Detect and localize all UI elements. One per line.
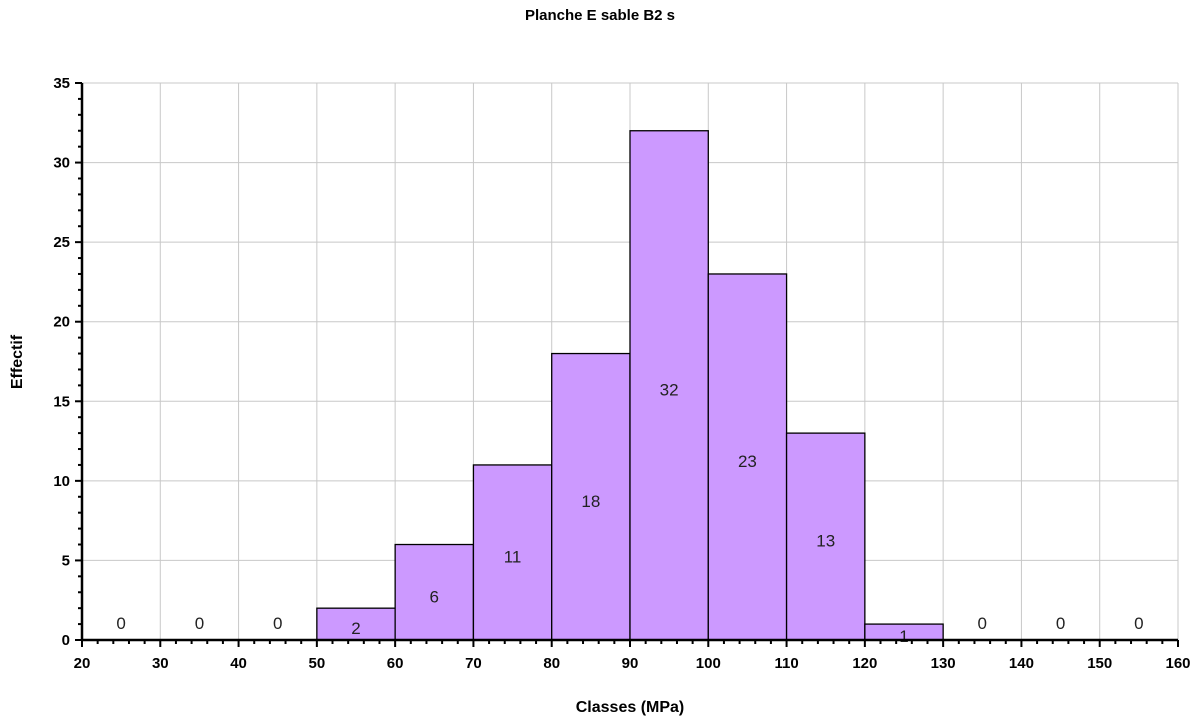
x-tick-label-160: 160 — [1165, 655, 1190, 672]
data-label-1: 0 — [195, 614, 204, 633]
x-tick-label-50: 50 — [309, 655, 326, 672]
histogram-bar-5 — [472, 464, 553, 641]
x-tick-label-80: 80 — [543, 655, 560, 672]
data-label-10: 1 — [899, 627, 908, 646]
x-tick-label-150: 150 — [1087, 655, 1112, 672]
y-tick-label-5: 5 — [62, 552, 70, 569]
histogram-bar-9 — [785, 432, 866, 641]
data-label-3: 2 — [351, 619, 360, 638]
x-tick-label-100: 100 — [696, 655, 721, 672]
x-tick-label-30: 30 — [152, 655, 169, 672]
y-tick-label-15: 15 — [53, 393, 70, 410]
histogram-bar-6 — [551, 352, 631, 641]
y-tick-label-0: 0 — [62, 632, 70, 649]
y-tick-label-20: 20 — [53, 314, 70, 331]
data-label-11: 0 — [978, 614, 987, 633]
data-label-6: 18 — [581, 492, 600, 511]
y-axis-label: Effectif — [9, 334, 26, 389]
data-label-5: 11 — [504, 547, 522, 566]
axes — [75, 82, 1179, 647]
histogram-bar-7 — [629, 130, 709, 641]
x-tick-label-110: 110 — [774, 655, 798, 672]
x-axis-label: Classes (MPa) — [576, 699, 685, 716]
data-labels: 0 0 0 2 6 11 18 32 23 13 1 0 0 0 — [116, 380, 1143, 646]
x-tick-label-40: 40 — [230, 655, 247, 672]
data-label-7: 32 — [660, 380, 679, 399]
data-label-9: 13 — [816, 532, 835, 551]
x-tick-label-130: 130 — [931, 655, 956, 672]
x-tick-label-140: 140 — [1009, 655, 1034, 672]
x-tick-label-70: 70 — [465, 655, 482, 672]
x-tick-labels: 20 30 40 50 60 70 80 90 100 110 120 130 140 150 160 — [74, 655, 1191, 672]
data-label-12: 0 — [1056, 614, 1065, 633]
y-tick-label-30: 30 — [53, 155, 70, 172]
y-tick-label-10: 10 — [53, 473, 70, 490]
x-tick-label-60: 60 — [387, 655, 404, 672]
data-label-0: 0 — [116, 614, 125, 633]
data-label-13: 0 — [1134, 614, 1143, 633]
x-tick-label-120: 120 — [852, 655, 877, 672]
data-label-2: 0 — [273, 614, 282, 633]
data-label-8: 23 — [738, 452, 757, 471]
x-tick-label-20: 20 — [74, 655, 91, 672]
x-tick-label-90: 90 — [622, 655, 639, 672]
bars — [316, 130, 944, 641]
data-label-4: 6 — [430, 587, 439, 606]
y-tick-labels: 0 5 10 15 20 25 30 35 — [53, 75, 70, 649]
y-tick-label-35: 35 — [53, 75, 70, 92]
y-tick-label-25: 25 — [53, 234, 70, 251]
chart-title: Planche E sable B2 s — [525, 7, 675, 24]
